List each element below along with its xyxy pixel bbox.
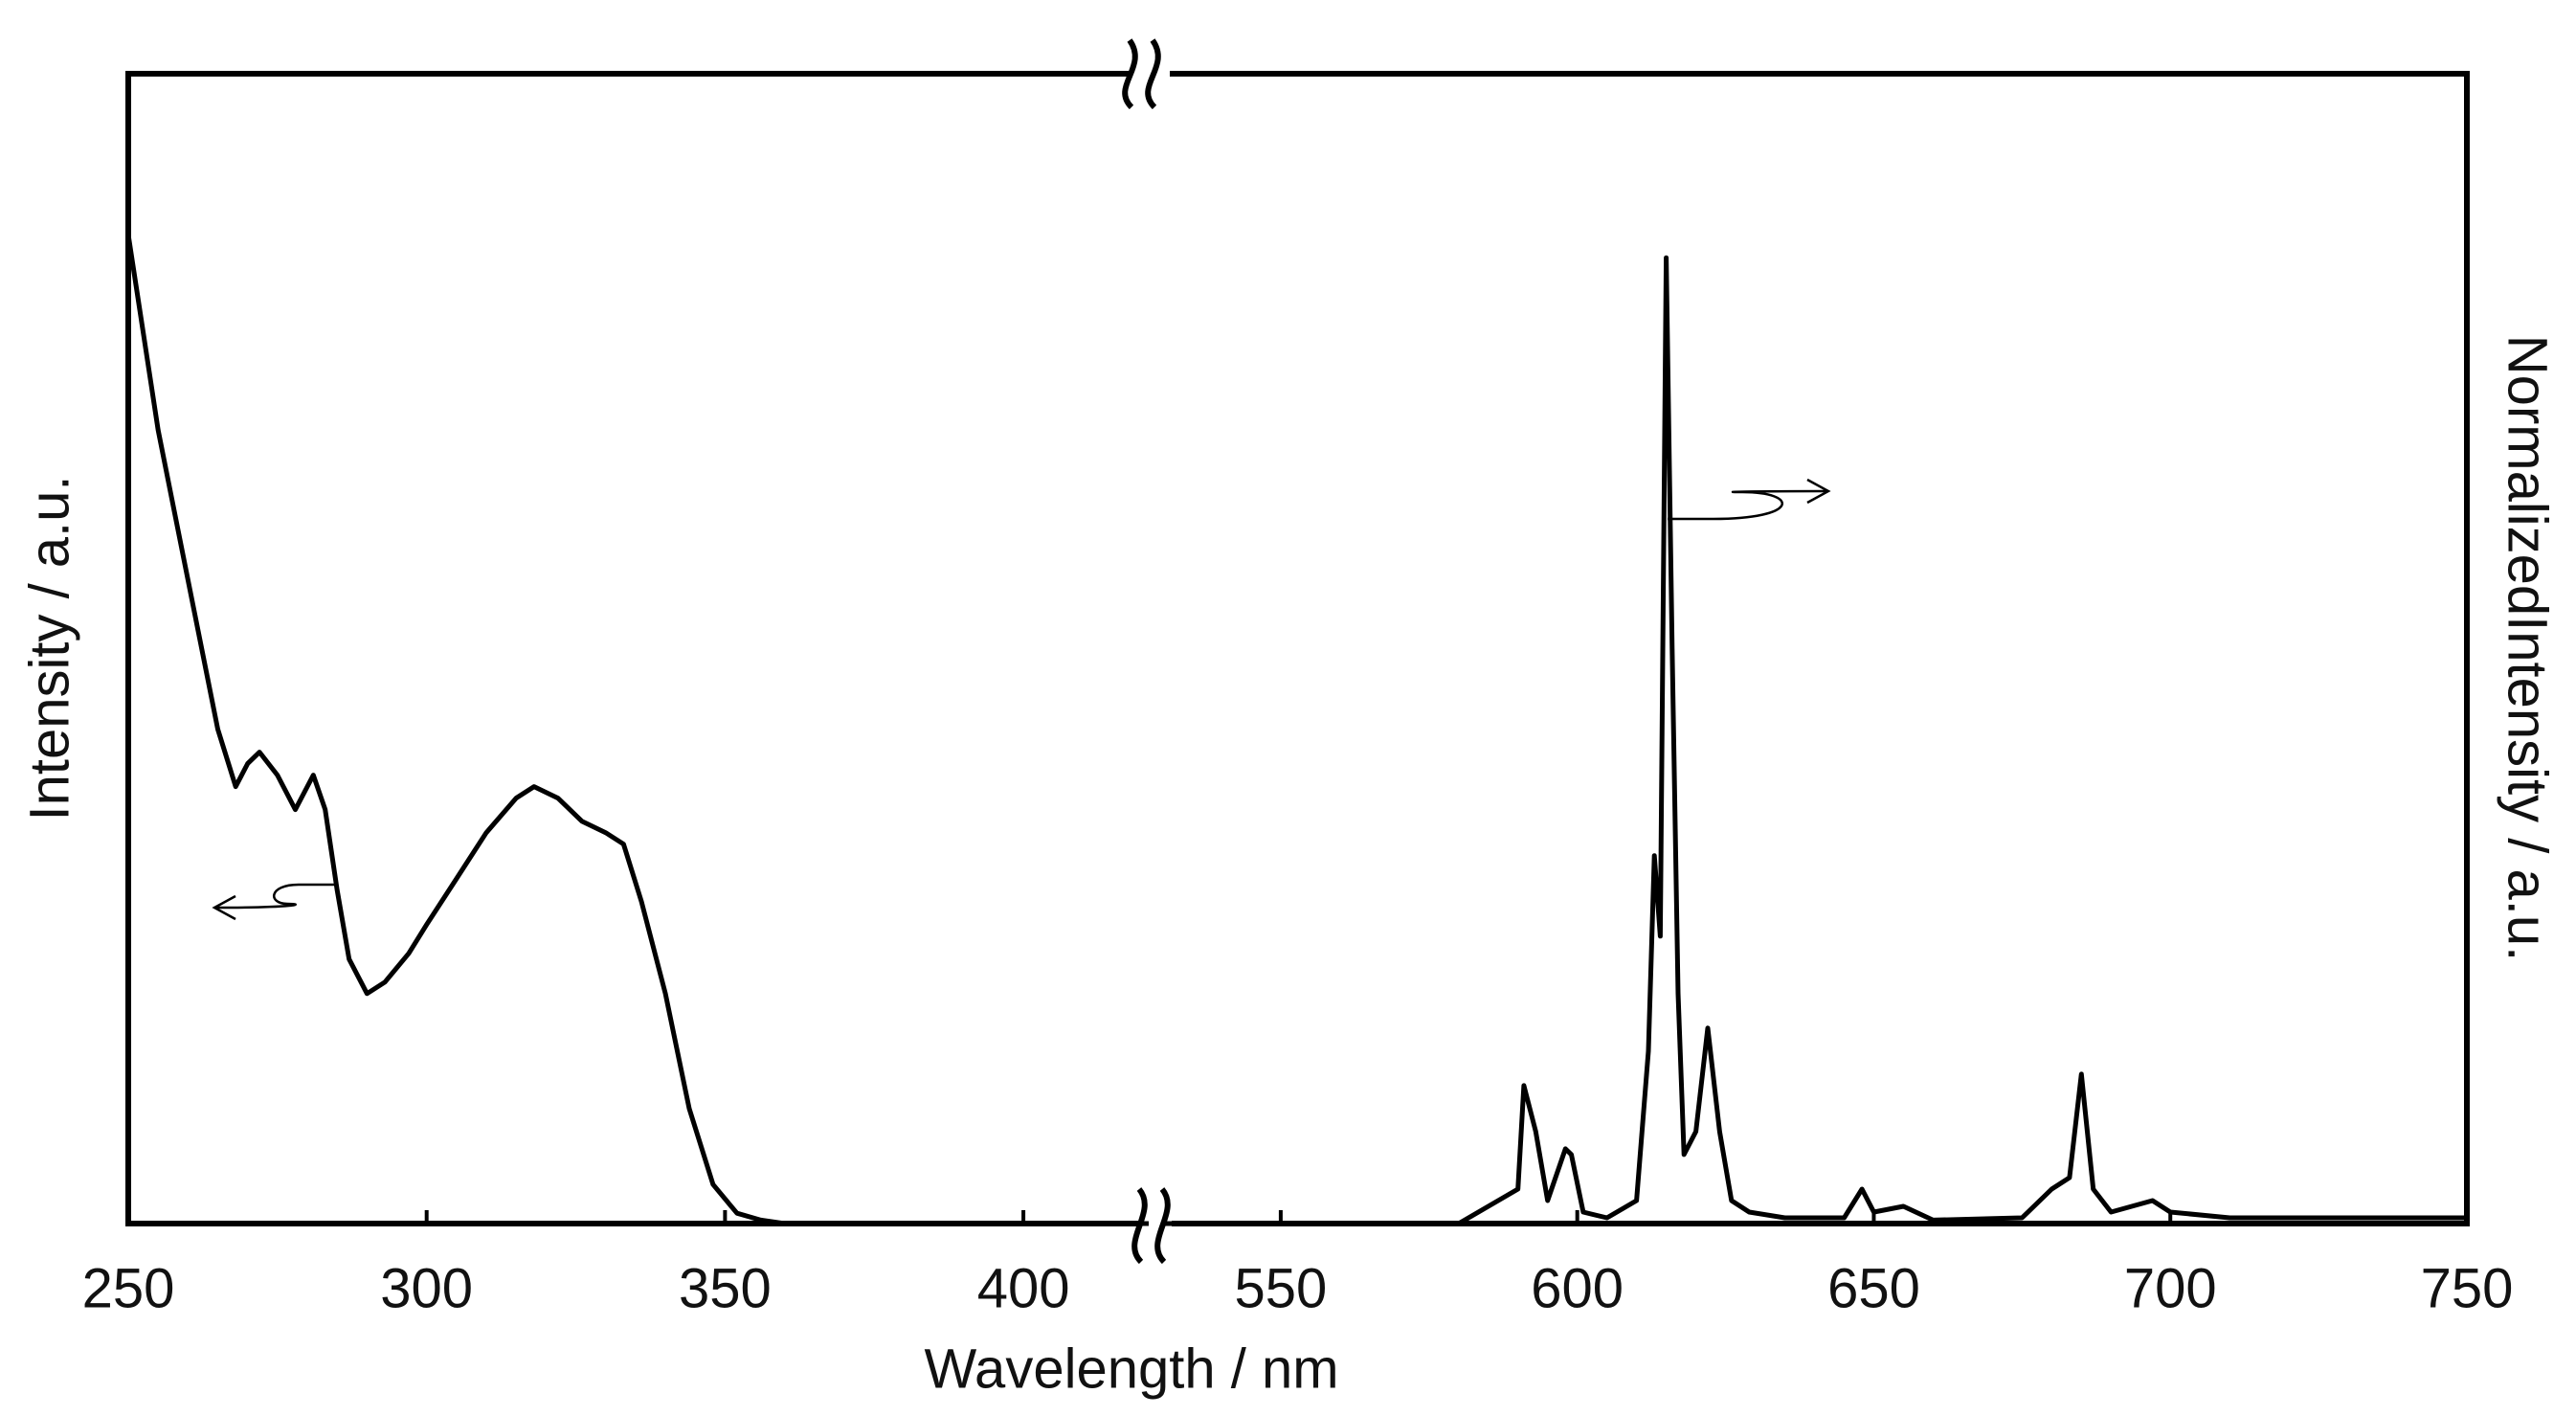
x-tick-label: 400	[977, 1257, 1070, 1319]
x-tick-label: 300	[380, 1257, 473, 1319]
spectrum-line	[125, 234, 1149, 1226]
x-axis-title: Wavelength / nm	[924, 1337, 1338, 1400]
x-tick-label: 650	[1827, 1257, 1920, 1319]
y-axis-title: Intensity / a.u.	[18, 475, 80, 820]
x-tick-label: 250	[82, 1257, 175, 1319]
x-tick-label: 750	[2421, 1257, 2514, 1319]
y2-axis-title: NormalizedIntensity / a.u.	[2497, 335, 2559, 961]
x-tick-label: 350	[679, 1257, 772, 1319]
x-tick-label: 700	[2124, 1257, 2217, 1319]
annotation-arrows	[212, 478, 1831, 921]
axis-break	[1131, 1187, 1171, 1265]
arrow-left	[212, 883, 337, 921]
arrow-right	[1668, 478, 1831, 521]
axis-break	[1122, 38, 1161, 110]
x-tick-label: 550	[1235, 1257, 1328, 1319]
x-tick-label: 600	[1531, 1257, 1624, 1319]
frame	[125, 38, 2470, 1265]
spectrum-line	[1162, 255, 2467, 1226]
